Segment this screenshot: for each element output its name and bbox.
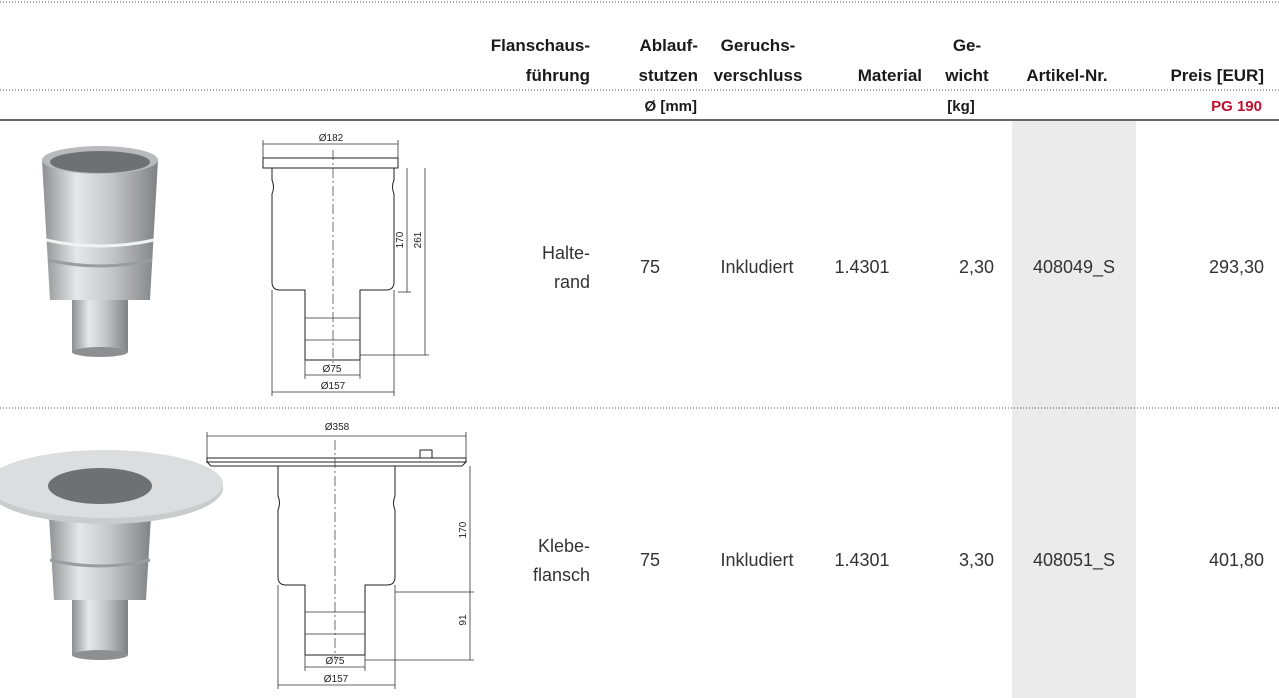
cell: Klebe- <box>538 536 590 556</box>
header-cell: stutzen <box>639 66 699 85</box>
header-cell: wicht <box>944 66 989 85</box>
article-column-bg <box>1012 121 1136 698</box>
cell: Inkludiert <box>720 550 793 570</box>
header-cell: verschluss <box>714 66 803 85</box>
dimension: 170 <box>458 521 469 538</box>
unit-cell: Ø [mm] <box>645 98 698 115</box>
cell: Halte- <box>542 243 590 263</box>
dimension: Ø75 <box>323 364 342 375</box>
cell: Inkludiert <box>720 257 793 277</box>
header-cell: Preis [EUR] <box>1170 66 1264 85</box>
product-photo <box>42 146 158 357</box>
dimension: Ø75 <box>326 656 345 667</box>
cell: 401,80 <box>1209 550 1264 570</box>
dimension: 261 <box>413 231 424 248</box>
dimension: Ø157 <box>321 381 346 392</box>
cell: 3,30 <box>959 550 994 570</box>
cell: 2,30 <box>959 257 994 277</box>
header-cell: Artikel-Nr. <box>1026 66 1107 85</box>
dimension: Ø182 <box>319 133 344 144</box>
product-photo <box>0 450 223 660</box>
cell: 75 <box>640 257 660 277</box>
technical-drawing <box>205 432 474 689</box>
technical-drawing <box>262 140 429 396</box>
header-cell: Ablauf- <box>639 36 698 55</box>
cell: 408051_S <box>1033 550 1115 571</box>
dimension: 170 <box>395 231 406 248</box>
price-group: PG 190 <box>1211 98 1262 115</box>
header-cell: Flanschaus- <box>491 36 590 55</box>
dimension: Ø157 <box>324 674 349 685</box>
header-cell: Ge- <box>953 36 981 55</box>
header-cell: Material <box>858 66 922 85</box>
cell: 75 <box>640 550 660 570</box>
cell: 1.4301 <box>834 257 889 277</box>
cell: rand <box>554 272 590 292</box>
cell: 293,30 <box>1209 257 1264 277</box>
cell: 1.4301 <box>834 550 889 570</box>
cell: 408049_S <box>1033 257 1115 278</box>
dimension: Ø358 <box>325 422 350 433</box>
dimension: 91 <box>458 614 469 626</box>
header-cell: führung <box>526 66 590 85</box>
header-cell: Geruchs- <box>721 36 796 55</box>
cell: flansch <box>533 565 590 585</box>
unit-cell: [kg] <box>947 98 975 115</box>
